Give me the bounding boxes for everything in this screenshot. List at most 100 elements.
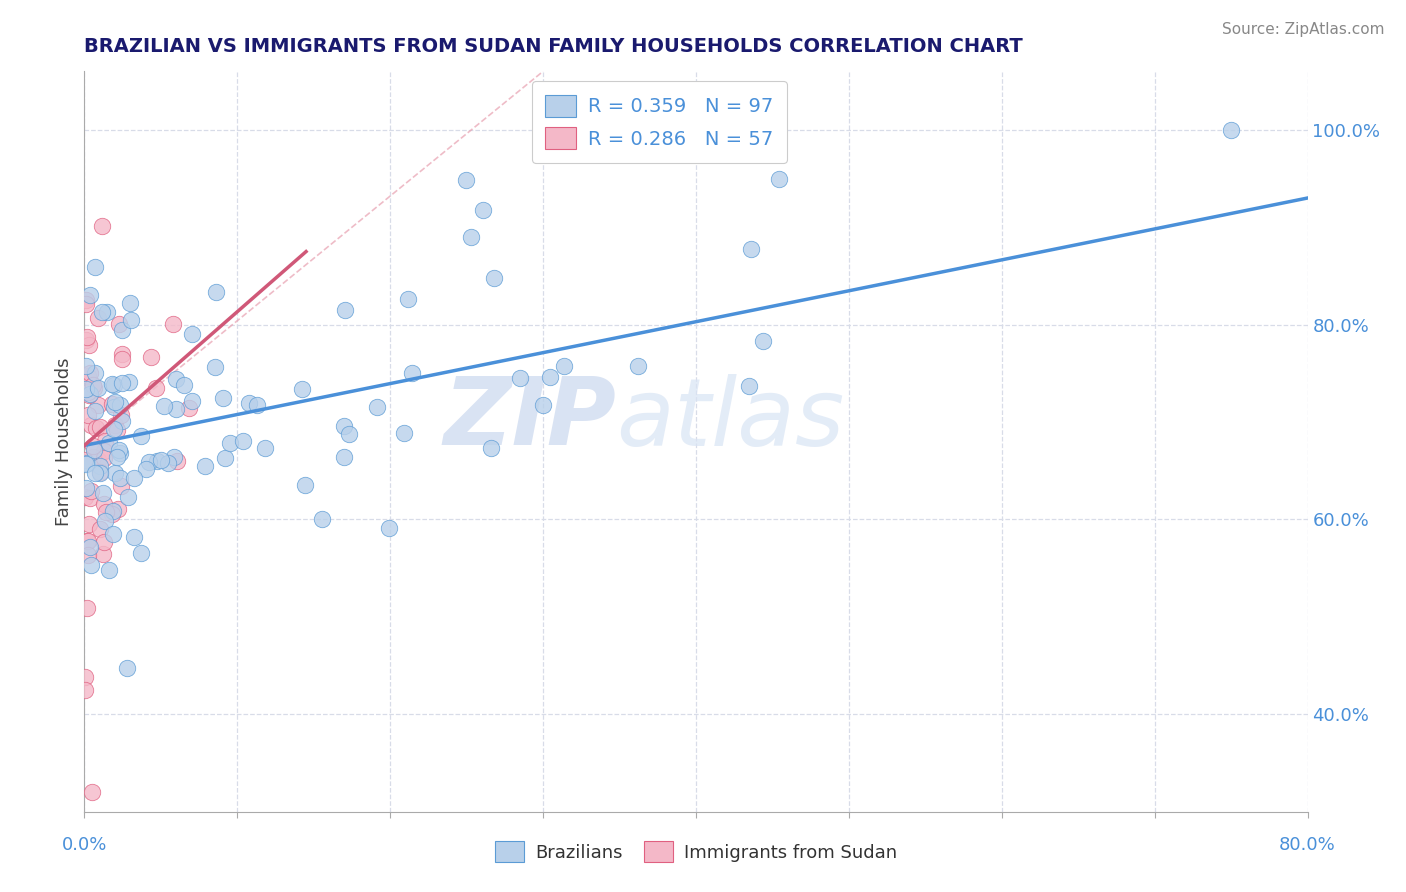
Point xyxy=(135,462,157,476)
Point xyxy=(101,504,124,518)
Point xyxy=(91,547,114,561)
Point xyxy=(214,451,236,466)
Point xyxy=(110,398,132,412)
Point xyxy=(79,387,101,401)
Point xyxy=(83,404,105,418)
Point xyxy=(626,359,648,373)
Point xyxy=(84,367,107,381)
Point xyxy=(204,285,226,300)
Point xyxy=(87,381,110,395)
Point xyxy=(117,490,139,504)
Point xyxy=(94,505,117,519)
Point xyxy=(538,370,561,384)
Point xyxy=(93,535,115,549)
Text: 0.0%: 0.0% xyxy=(62,836,107,854)
Point xyxy=(94,434,117,448)
Point xyxy=(84,260,107,275)
Point xyxy=(79,558,101,573)
Point xyxy=(120,313,142,327)
Point xyxy=(149,452,172,467)
Point xyxy=(75,293,97,307)
Point xyxy=(479,441,502,455)
Point xyxy=(246,398,269,412)
Point xyxy=(87,311,110,326)
Point xyxy=(181,393,204,408)
Point xyxy=(163,450,186,465)
Point xyxy=(482,271,505,285)
Point xyxy=(104,394,127,409)
Text: 80.0%: 80.0% xyxy=(1279,836,1336,854)
Point xyxy=(77,337,100,351)
Point xyxy=(82,450,104,465)
Point xyxy=(118,375,141,389)
Point xyxy=(75,359,97,373)
Point xyxy=(100,397,122,411)
Point xyxy=(79,540,101,554)
Point xyxy=(238,396,260,410)
Point xyxy=(76,601,98,615)
Point xyxy=(86,398,108,412)
Point xyxy=(94,515,117,529)
Point xyxy=(111,352,134,367)
Point xyxy=(77,549,100,563)
Point xyxy=(104,418,127,433)
Point xyxy=(218,436,240,450)
Point xyxy=(129,429,152,443)
Point xyxy=(77,516,100,531)
Point xyxy=(96,305,118,319)
Point xyxy=(1220,123,1243,137)
Point xyxy=(124,471,146,485)
Point xyxy=(89,419,111,434)
Point xyxy=(75,297,97,311)
Point xyxy=(107,423,129,437)
Point xyxy=(79,491,101,505)
Point xyxy=(129,546,152,560)
Point xyxy=(509,371,531,385)
Point xyxy=(76,457,98,471)
Point xyxy=(471,202,494,217)
Point xyxy=(454,172,477,186)
Point xyxy=(73,490,96,504)
Point xyxy=(83,466,105,480)
Point xyxy=(110,408,132,422)
Point xyxy=(75,682,97,697)
Point xyxy=(101,527,124,541)
Point xyxy=(87,453,110,467)
Point xyxy=(194,458,217,473)
Point xyxy=(311,512,333,526)
Point xyxy=(378,521,401,535)
Point xyxy=(111,376,134,391)
Point xyxy=(253,442,276,456)
Point xyxy=(86,420,108,434)
Point xyxy=(108,443,131,458)
Point xyxy=(80,785,103,799)
Point xyxy=(75,382,97,396)
Legend: Brazilians, Immigrants from Sudan: Brazilians, Immigrants from Sudan xyxy=(488,834,904,870)
Point xyxy=(73,670,96,684)
Point xyxy=(145,381,167,395)
Point xyxy=(83,443,105,458)
Point xyxy=(212,391,235,405)
Point xyxy=(89,467,111,481)
Point xyxy=(146,454,169,468)
Point xyxy=(82,377,104,392)
Point xyxy=(332,450,354,465)
Point xyxy=(80,483,103,498)
Text: atlas: atlas xyxy=(616,374,845,465)
Point xyxy=(103,377,125,392)
Point xyxy=(179,401,201,415)
Point xyxy=(460,230,482,244)
Point xyxy=(76,533,98,548)
Point xyxy=(103,400,125,414)
Point xyxy=(90,304,112,318)
Point xyxy=(333,303,356,318)
Point xyxy=(332,418,354,433)
Point xyxy=(98,564,121,578)
Point xyxy=(76,330,98,344)
Point xyxy=(118,296,141,310)
Point xyxy=(122,530,145,544)
Point xyxy=(531,398,554,412)
Point xyxy=(117,661,139,675)
Point xyxy=(93,450,115,465)
Point xyxy=(101,507,124,521)
